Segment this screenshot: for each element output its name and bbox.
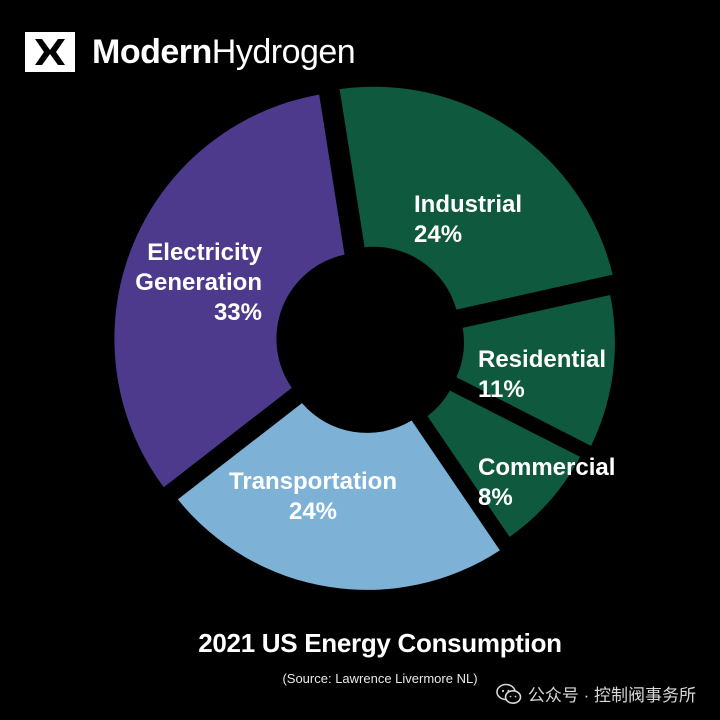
slices-group: [114, 86, 615, 590]
watermark: 公众号 · 控制阀事务所: [496, 681, 696, 706]
slice-electricity: [114, 94, 345, 488]
slice-label-line: Transportation: [229, 468, 397, 495]
slice-transportation: [177, 403, 500, 590]
slice-industrial: [339, 86, 613, 310]
slice-label-residential: Residential 11%: [478, 346, 606, 403]
slice-label-line: Electricity: [147, 239, 262, 266]
slice-label-electricity: Electricity Generation 33%: [135, 239, 262, 326]
labels-group: Industrial 24% Residential 11% Commercial 8% T…: [135, 191, 615, 525]
slice-label-commercial: Commercial 8%: [478, 454, 615, 511]
slice-label-line: Commercial: [478, 454, 615, 481]
brand-name-bold: Modern: [92, 33, 212, 71]
slice-label-line: Generation: [135, 269, 262, 296]
slice-commercial: [427, 390, 581, 537]
slice-label-line: Industrial: [414, 191, 522, 218]
slice-label-line: 24%: [289, 498, 337, 525]
slice-label-line: 24%: [414, 221, 462, 248]
brand-header: ModernHydrogen: [22, 30, 356, 74]
slice-residential: [456, 294, 615, 446]
slice-label-line: 8%: [478, 484, 513, 511]
slice-label-line: 33%: [214, 299, 262, 326]
wechat-icon: [496, 683, 522, 704]
slice-label-industrial: Industrial 24%: [414, 191, 522, 248]
slice-label-transportation: Transportation 24%: [229, 468, 397, 525]
brand-name-light: Hydrogen: [211, 33, 356, 71]
slice-label-line: 11%: [478, 376, 525, 403]
watermark-text: 公众号 · 控制阀事务所: [527, 686, 696, 705]
modern-hydrogen-logo-icon: [25, 32, 75, 72]
chart-source: (Source: Lawrence Livermore NL): [282, 671, 478, 686]
brand-name: ModernHydrogen: [92, 33, 356, 71]
slice-label-line: Residential: [478, 346, 606, 373]
chart-title: 2021 US Energy Consumption: [198, 628, 562, 658]
